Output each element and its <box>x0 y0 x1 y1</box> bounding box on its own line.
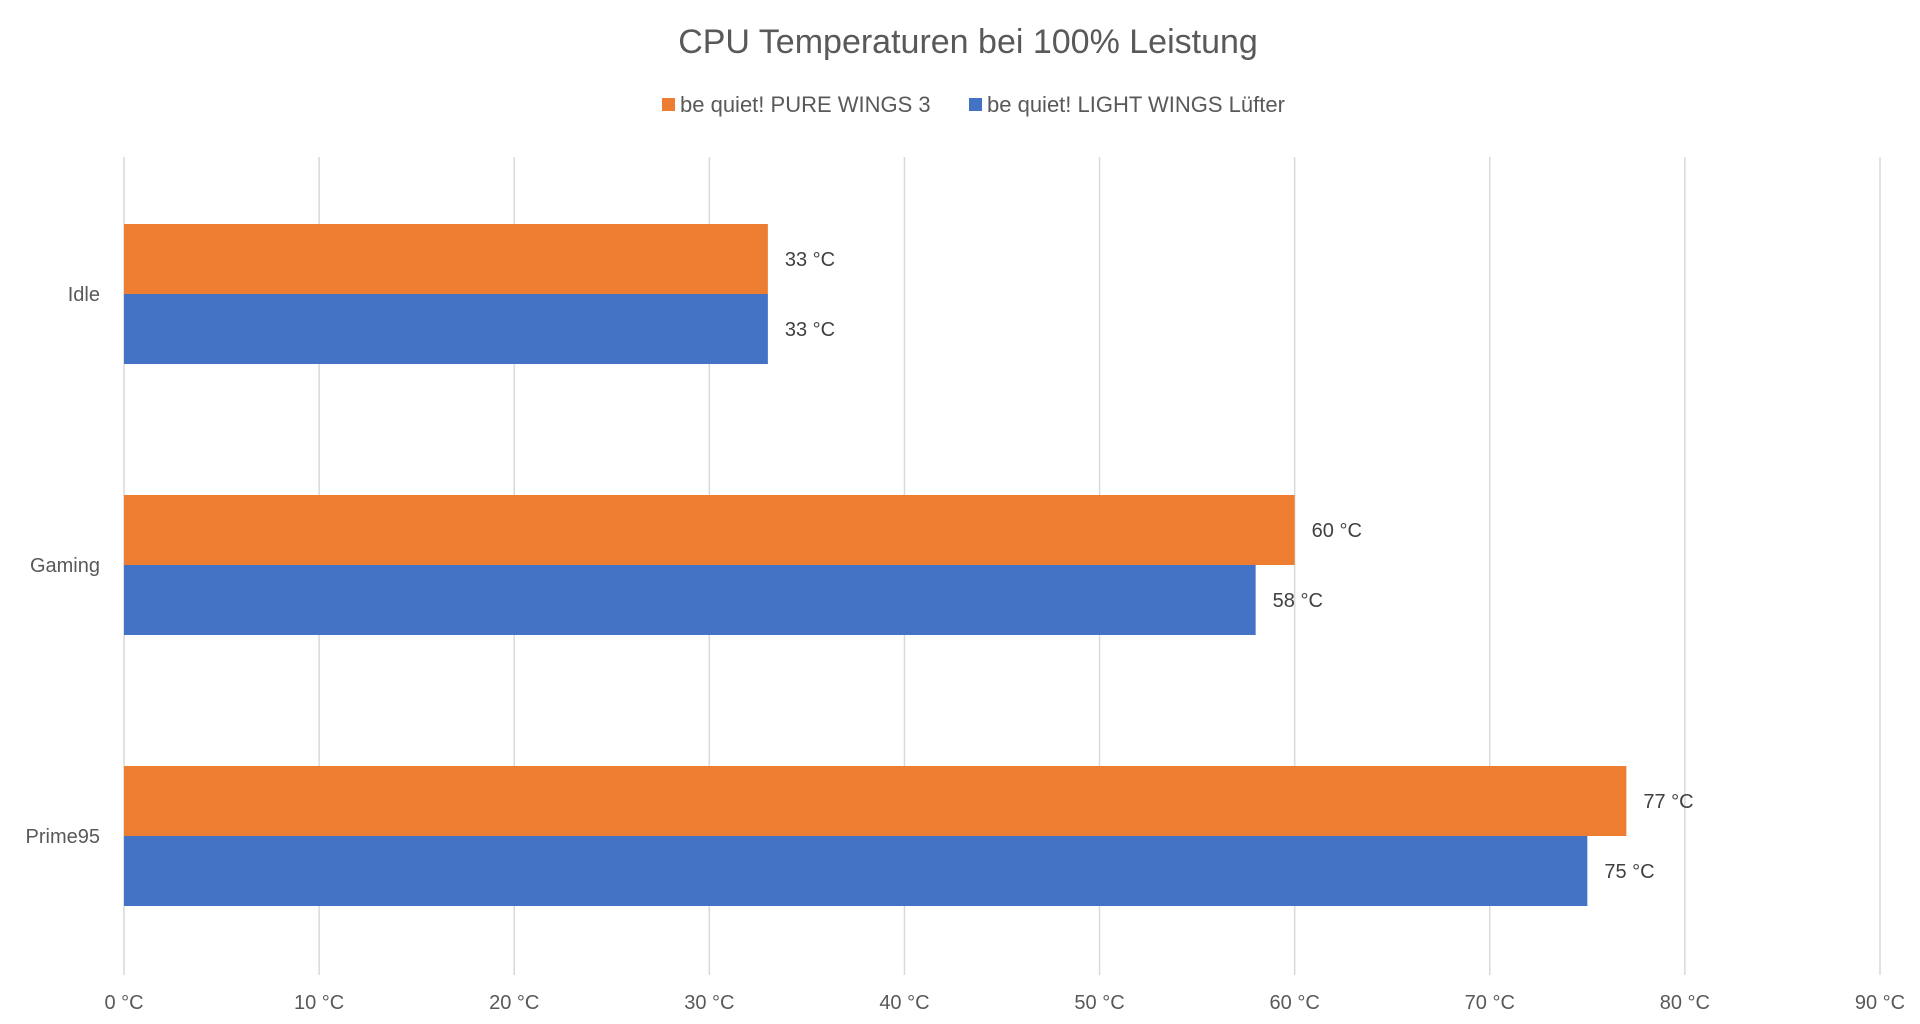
category-label-prime95: Prime95 <box>26 826 100 848</box>
legend: be quiet! PURE WINGS 3 be quiet! LIGHT WI… <box>662 92 1285 117</box>
x-tick-label-30: 30 °C <box>684 992 734 1014</box>
x-tick-label-10: 10 °C <box>294 992 344 1014</box>
x-tick-label-90: 90 °C <box>1855 992 1905 1014</box>
bar-gaming-series-2 <box>124 565 1256 635</box>
data-label-gaming-series-1: 60 °C <box>1312 520 1362 542</box>
category-label-idle: Idle <box>68 284 100 306</box>
data-label-gaming-series-2: 58 °C <box>1273 590 1323 612</box>
legend-swatch-series-2 <box>969 98 982 111</box>
data-label-idle-series-1: 33 °C <box>785 249 835 271</box>
bar-gaming-series-1 <box>124 495 1295 565</box>
bars-layer <box>124 224 1627 906</box>
data-label-idle-series-2: 33 °C <box>785 319 835 341</box>
x-tick-label-20: 20 °C <box>489 992 539 1014</box>
data-label-prime95-series-2: 75 °C <box>1604 861 1654 883</box>
bar-idle-series-2 <box>124 294 768 364</box>
data-label-prime95-series-1: 77 °C <box>1643 791 1693 813</box>
chart-title: CPU Temperaturen bei 100% Leistung <box>678 23 1258 61</box>
bar-idle-series-1 <box>124 224 768 294</box>
legend-label-series-2: be quiet! LIGHT WINGS Lüfter <box>987 92 1285 117</box>
legend-swatch-series-1 <box>662 98 675 111</box>
x-tick-label-70: 70 °C <box>1465 992 1515 1014</box>
x-tick-label-80: 80 °C <box>1660 992 1710 1014</box>
x-tick-label-60: 60 °C <box>1270 992 1320 1014</box>
category-label-gaming: Gaming <box>30 555 100 577</box>
x-tick-label-50: 50 °C <box>1074 992 1124 1014</box>
labels-layer: 0 °C 10 °C 20 °C 30 °C 40 °C 50 °C 60 °C 70 °C 8… <box>26 249 1906 1014</box>
bar-prime95-series-2 <box>124 836 1588 906</box>
x-tick-label-0: 0 °C <box>104 992 143 1014</box>
x-tick-label-40: 40 °C <box>879 992 929 1014</box>
legend-label-series-1: be quiet! PURE WINGS 3 <box>680 92 931 117</box>
bar-prime95-series-1 <box>124 766 1627 836</box>
